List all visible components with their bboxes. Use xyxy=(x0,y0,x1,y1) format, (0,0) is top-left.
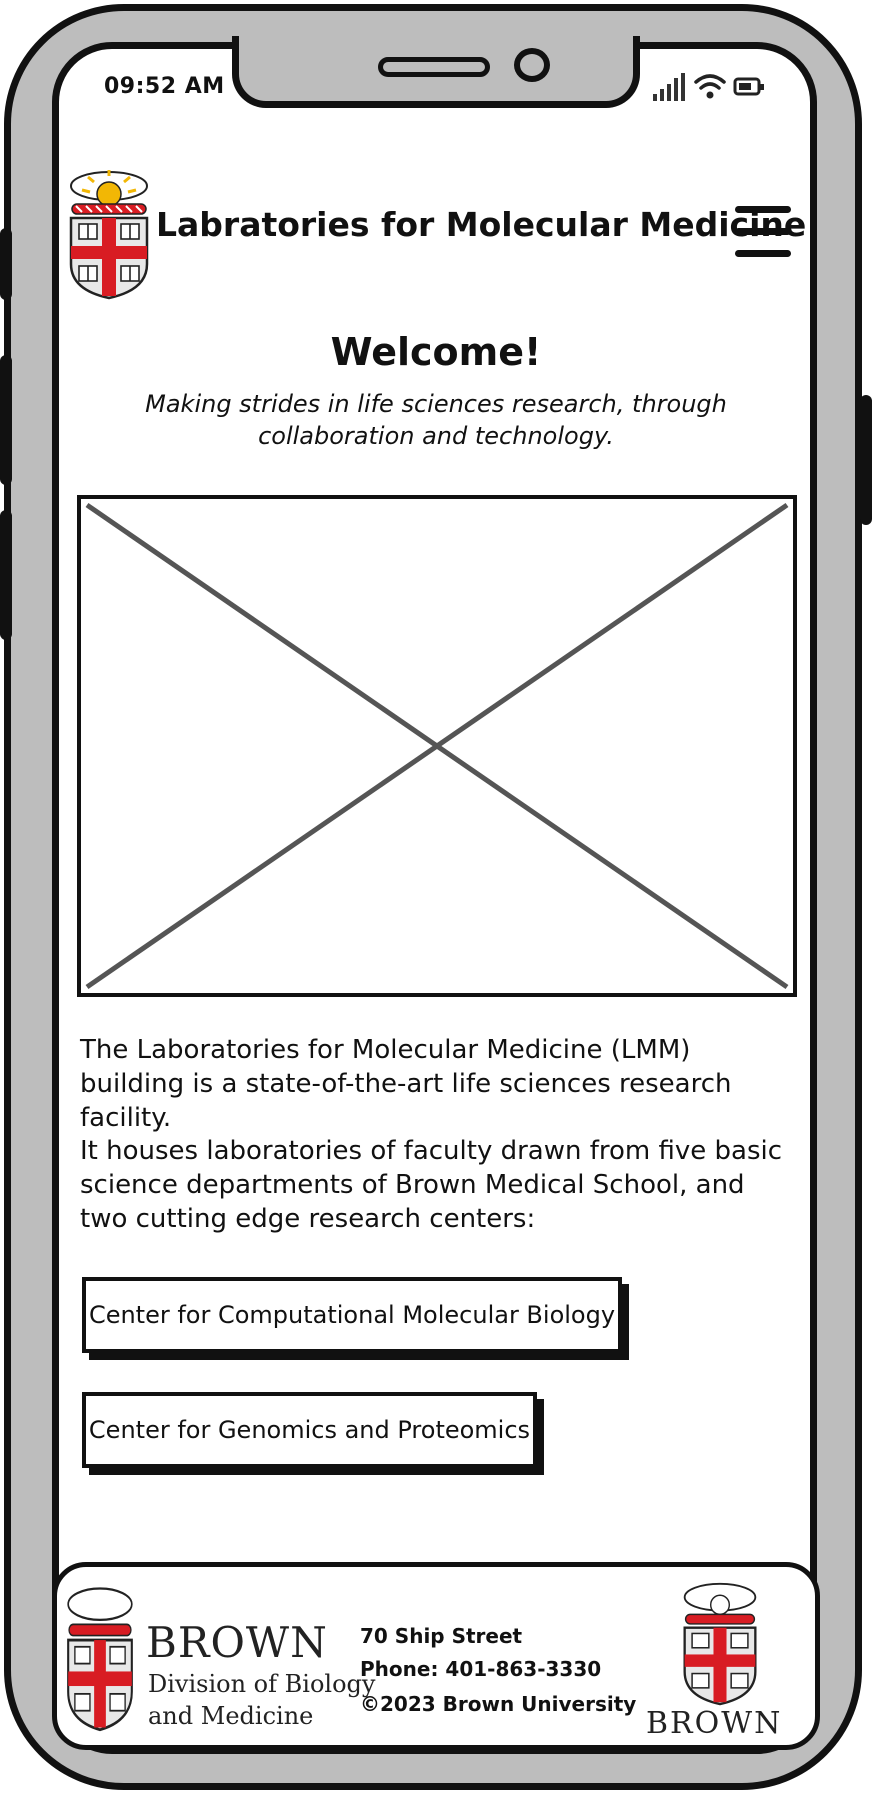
side-button-right xyxy=(860,395,872,525)
center-genomics-proteomics-button[interactable]: Center for Genomics and Proteomics xyxy=(82,1392,537,1468)
speaker xyxy=(378,57,490,77)
center-computational-biology-button[interactable]: Center for Computational Molecular Biolo… xyxy=(82,1277,622,1353)
hero-image-placeholder xyxy=(77,495,797,997)
side-button-left-3 xyxy=(0,510,12,640)
battery-icon xyxy=(733,77,764,96)
footer-phone[interactable]: Phone: 401-863-3330 xyxy=(360,1657,602,1681)
cellular-signal-icon xyxy=(653,73,685,101)
footer-shield-logo-left xyxy=(67,1587,133,1732)
footer-division-line2: and Medicine xyxy=(148,1702,314,1730)
side-button-left-2 xyxy=(0,355,12,485)
footer-copyright: ©2023 Brown University xyxy=(360,1692,637,1716)
footer-division-line1: Division of Biology xyxy=(148,1670,376,1698)
tagline: Making strides in life sciences research… xyxy=(145,390,727,450)
wifi-icon xyxy=(694,74,726,99)
side-button-left-1 xyxy=(0,228,12,300)
phone-screen xyxy=(52,42,817,1754)
footer-brown-wordmark-right: BROWN xyxy=(646,1706,783,1741)
footer-shield-logo-right xyxy=(683,1582,757,1706)
status-time: 09:52 AM xyxy=(104,74,225,99)
intro-paragraph: The Laboratories for Molecular Medicine … xyxy=(80,1035,732,1133)
centers-paragraph: It houses laboratories of faculty drawn … xyxy=(80,1136,783,1234)
menu-icon[interactable] xyxy=(735,206,791,258)
brown-shield-logo xyxy=(69,170,149,300)
footer-brown-wordmark: BROWN xyxy=(146,1618,328,1667)
welcome-heading: Welcome! xyxy=(330,330,542,374)
image-placeholder-icon xyxy=(85,502,789,990)
camera xyxy=(514,48,550,82)
page-title: Labratories for Molecular Medicine xyxy=(156,205,807,244)
footer-address: 70 Ship Street xyxy=(360,1624,523,1648)
